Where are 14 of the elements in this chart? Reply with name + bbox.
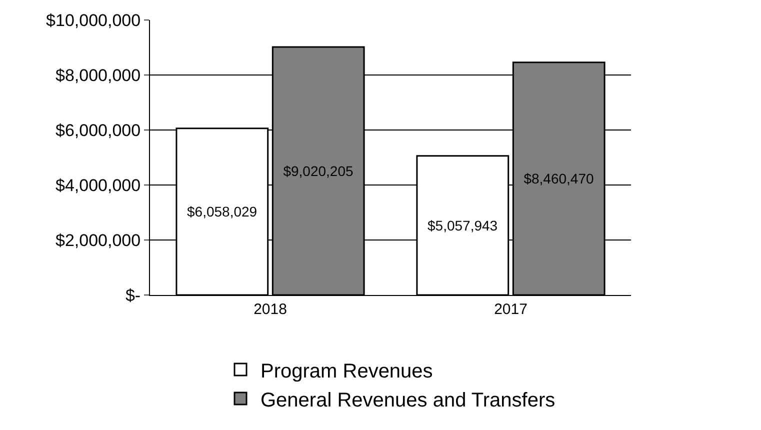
data-label: $9,020,205 [283, 162, 354, 179]
data-label: $8,460,470 [524, 170, 594, 187]
x-tick-label: 2017 [494, 301, 528, 318]
y-tick-label: $- [125, 286, 141, 305]
data-label: $6,058,029 [187, 204, 258, 220]
y-tick-label: $4,000,000 [56, 176, 141, 195]
x-tick-label: 2018 [254, 301, 287, 318]
y-tick-label: $2,000,000 [56, 230, 141, 250]
y-tick-label: $10,000,000 [46, 10, 141, 30]
legend-label: General Revenues and Transfers [260, 389, 556, 412]
y-tick-label: $6,000,000 [56, 120, 141, 140]
legend-label: Program Revenues [260, 360, 433, 382]
y-tick-label: $8,000,000 [56, 66, 141, 85]
data-label: $5,057,943 [428, 217, 498, 234]
